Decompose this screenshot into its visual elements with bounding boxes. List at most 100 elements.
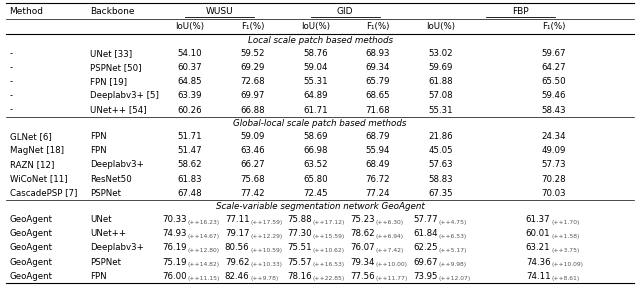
Text: 57.63: 57.63 bbox=[428, 160, 453, 170]
Text: 51.71: 51.71 bbox=[177, 132, 202, 141]
Text: 68.79: 68.79 bbox=[366, 132, 390, 141]
Text: PSPNet [50]: PSPNet [50] bbox=[90, 63, 141, 72]
Text: 79.62: 79.62 bbox=[225, 258, 250, 267]
Text: IoU(%): IoU(%) bbox=[426, 22, 455, 31]
Text: 64.89: 64.89 bbox=[303, 92, 328, 100]
Text: 77.56: 77.56 bbox=[350, 272, 375, 281]
Text: Backbone: Backbone bbox=[90, 7, 134, 15]
Text: 78.62: 78.62 bbox=[350, 229, 375, 239]
Text: (++6.94): (++6.94) bbox=[376, 234, 404, 239]
Text: 59.52: 59.52 bbox=[241, 49, 265, 58]
Text: (++22.85): (++22.85) bbox=[313, 276, 345, 281]
Text: GeoAgent: GeoAgent bbox=[10, 215, 52, 225]
Text: 59.04: 59.04 bbox=[303, 63, 328, 72]
Text: 70.33: 70.33 bbox=[162, 215, 187, 225]
Text: 61.71: 61.71 bbox=[303, 106, 328, 115]
Text: F₁(%): F₁(%) bbox=[241, 22, 264, 31]
Text: Deeplabv3+: Deeplabv3+ bbox=[90, 243, 144, 253]
Text: (++10.59): (++10.59) bbox=[250, 248, 282, 253]
Text: 63.21: 63.21 bbox=[526, 243, 550, 253]
Text: WUSU: WUSU bbox=[206, 7, 234, 15]
Text: 21.86: 21.86 bbox=[428, 132, 453, 141]
Text: 77.42: 77.42 bbox=[240, 188, 265, 198]
Text: 76.72: 76.72 bbox=[365, 174, 390, 184]
Text: 60.01: 60.01 bbox=[526, 229, 550, 239]
Text: Deeplabv3+ [5]: Deeplabv3+ [5] bbox=[90, 92, 159, 100]
Text: (++17.12): (++17.12) bbox=[313, 220, 345, 225]
Text: IoU(%): IoU(%) bbox=[301, 22, 330, 31]
Text: 63.46: 63.46 bbox=[240, 146, 265, 155]
Text: (++14.67): (++14.67) bbox=[188, 234, 220, 239]
Text: (++12.80): (++12.80) bbox=[188, 248, 220, 253]
Text: 57.77: 57.77 bbox=[413, 215, 438, 225]
Text: FPN: FPN bbox=[90, 132, 106, 141]
Text: UNet++: UNet++ bbox=[90, 229, 126, 239]
Text: -: - bbox=[10, 92, 13, 100]
Text: 70.03: 70.03 bbox=[541, 188, 566, 198]
Text: 51.47: 51.47 bbox=[177, 146, 202, 155]
Text: (++11.77): (++11.77) bbox=[376, 276, 408, 281]
Text: 65.50: 65.50 bbox=[541, 78, 566, 86]
Text: (++11.15): (++11.15) bbox=[188, 276, 220, 281]
Text: 69.34: 69.34 bbox=[366, 63, 390, 72]
Text: 55.94: 55.94 bbox=[366, 146, 390, 155]
Text: Scale-variable segmentation network GeoAgent: Scale-variable segmentation network GeoA… bbox=[216, 202, 424, 211]
Text: F₁(%): F₁(%) bbox=[366, 22, 390, 31]
Text: FPN: FPN bbox=[90, 272, 106, 281]
Text: 61.83: 61.83 bbox=[177, 174, 202, 184]
Text: 75.68: 75.68 bbox=[240, 174, 265, 184]
Text: 70.28: 70.28 bbox=[541, 174, 566, 184]
Text: 65.79: 65.79 bbox=[366, 78, 390, 86]
Text: 57.73: 57.73 bbox=[541, 160, 566, 170]
Text: 66.98: 66.98 bbox=[303, 146, 328, 155]
Text: (++8.61): (++8.61) bbox=[551, 276, 579, 281]
Text: 78.16: 78.16 bbox=[287, 272, 312, 281]
Text: 68.93: 68.93 bbox=[366, 49, 390, 58]
Text: 75.23: 75.23 bbox=[350, 215, 375, 225]
Text: 68.65: 68.65 bbox=[365, 92, 390, 100]
Text: Global-local scale patch based methods: Global-local scale patch based methods bbox=[234, 119, 406, 128]
Text: (++12.07): (++12.07) bbox=[438, 276, 470, 281]
Text: 49.09: 49.09 bbox=[541, 146, 566, 155]
Text: FBP: FBP bbox=[513, 7, 529, 15]
Text: 62.25: 62.25 bbox=[413, 243, 438, 253]
Text: F₁(%): F₁(%) bbox=[542, 22, 565, 31]
Text: 55.31: 55.31 bbox=[303, 78, 328, 86]
Text: (++1.70): (++1.70) bbox=[551, 220, 579, 225]
Text: (++15.59): (++15.59) bbox=[313, 234, 345, 239]
Text: FPN: FPN bbox=[90, 146, 106, 155]
Text: 74.36: 74.36 bbox=[526, 258, 550, 267]
Text: GeoAgent: GeoAgent bbox=[10, 229, 52, 239]
Text: Local scale patch based methods: Local scale patch based methods bbox=[248, 36, 392, 45]
Text: (++17.59): (++17.59) bbox=[250, 220, 282, 225]
Text: FPN [19]: FPN [19] bbox=[90, 78, 127, 86]
Text: 59.67: 59.67 bbox=[541, 49, 566, 58]
Text: 63.52: 63.52 bbox=[303, 160, 328, 170]
Text: 75.19: 75.19 bbox=[162, 258, 187, 267]
Text: 58.83: 58.83 bbox=[428, 174, 453, 184]
Text: PSPNet: PSPNet bbox=[90, 188, 121, 198]
Text: 79.34: 79.34 bbox=[350, 258, 375, 267]
Text: 24.34: 24.34 bbox=[541, 132, 566, 141]
Text: 77.24: 77.24 bbox=[365, 188, 390, 198]
Text: PSPNet: PSPNet bbox=[90, 258, 121, 267]
Text: MagNet [18]: MagNet [18] bbox=[10, 146, 63, 155]
Text: 76.07: 76.07 bbox=[350, 243, 375, 253]
Text: 59.09: 59.09 bbox=[241, 132, 265, 141]
Text: UNet: UNet bbox=[90, 215, 111, 225]
Text: (++9.98): (++9.98) bbox=[438, 262, 467, 267]
Text: IoU(%): IoU(%) bbox=[175, 22, 204, 31]
Text: 65.80: 65.80 bbox=[303, 174, 328, 184]
Text: -: - bbox=[10, 63, 13, 72]
Text: 54.10: 54.10 bbox=[177, 49, 202, 58]
Text: (++10.09): (++10.09) bbox=[551, 262, 583, 267]
Text: 67.35: 67.35 bbox=[428, 188, 453, 198]
Text: RAZN [12]: RAZN [12] bbox=[10, 160, 54, 170]
Text: 74.11: 74.11 bbox=[526, 272, 550, 281]
Text: (++5.17): (++5.17) bbox=[438, 248, 467, 253]
Text: 58.69: 58.69 bbox=[303, 132, 328, 141]
Text: 58.62: 58.62 bbox=[177, 160, 202, 170]
Text: ResNet50: ResNet50 bbox=[90, 174, 132, 184]
Text: (++3.75): (++3.75) bbox=[551, 248, 579, 253]
Text: (++12.29): (++12.29) bbox=[250, 234, 282, 239]
